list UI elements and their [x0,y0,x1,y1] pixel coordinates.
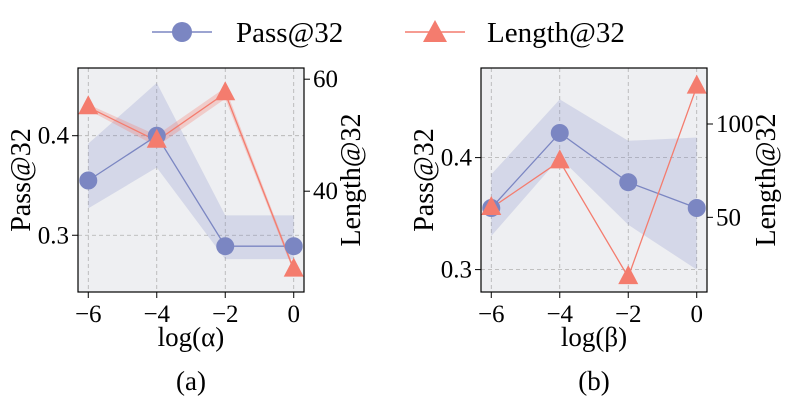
y-left-tick-label: 0.4 [441,145,473,172]
x-tick-label: −6 [478,301,505,328]
pass-band [491,99,697,270]
ticks: −6 −4 −2 0 0.3 0.4 50 100 [441,111,754,328]
ticks: −6 −4 −2 0 0.3 0.4 40 60 [38,66,338,328]
pass-band [88,82,294,260]
y-left-label: Pass@32 [6,128,37,232]
length-point [549,149,570,169]
length-point [283,257,304,277]
length-point [686,74,707,94]
pass-point [687,199,706,217]
bands [88,82,294,273]
y-right-label: Length@32 [751,113,782,246]
plot-area [78,68,304,292]
pass-line [490,132,697,209]
plot-area [481,68,707,292]
panel-b: −6 −4 −2 0 0.3 0.4 50 100 Pass@32 Length@32 log… [409,67,782,396]
caption: (a) [176,366,206,396]
y-left-label: Pass@32 [409,128,440,232]
lines [490,86,698,279]
length-line [490,86,698,279]
length-point [215,81,236,101]
length-point [618,265,639,285]
pass-point [216,237,235,256]
length-point [146,128,167,148]
y-right-tick-label: 40 [313,178,338,205]
pass-point [79,171,98,190]
caption: (b) [578,366,609,396]
legend-length-label: Length@32 [487,17,625,49]
x-tick-label: −2 [212,301,239,328]
y-left-tick-label: 0.3 [441,257,472,284]
plot-frame [77,67,305,293]
lines [87,92,295,270]
panel-a: −6 −4 −2 0 0.3 0.4 40 60 Pass@32 Length@32 log(… [6,66,367,396]
x-tick-label: 0 [690,301,703,328]
y-right-tick-label: 100 [716,111,754,138]
pass-line [87,134,294,247]
x-label: log(β) [561,322,627,352]
plot-frame [480,67,708,293]
legend-pass-label: Pass@32 [236,17,343,49]
markers [78,81,304,277]
x-tick-label: 0 [287,301,300,328]
pass-point [619,173,638,192]
pass-point [284,237,303,256]
legend: Pass@32 Length@32 [152,17,625,49]
pass-point [550,123,569,142]
x-tick-label: −4 [143,301,170,328]
x-tick-label: −4 [546,301,573,328]
bands [491,99,697,270]
length-line [87,92,295,270]
legend-length-marker [423,20,447,42]
length-band [88,87,294,273]
x-tick-label: −6 [75,301,102,328]
y-left-tick-label: 0.3 [38,222,69,249]
x-label: log(α) [158,322,225,352]
y-right-tick-label: 60 [313,66,338,93]
y-left-tick-label: 0.4 [38,123,70,150]
y-right-tick-label: 50 [716,204,741,231]
length-point [78,95,99,115]
y-right-label: Length@32 [336,113,367,246]
markers [481,74,707,285]
legend-pass-marker [172,22,192,42]
length-point [481,196,502,215]
x-tick-label: −2 [615,301,642,328]
